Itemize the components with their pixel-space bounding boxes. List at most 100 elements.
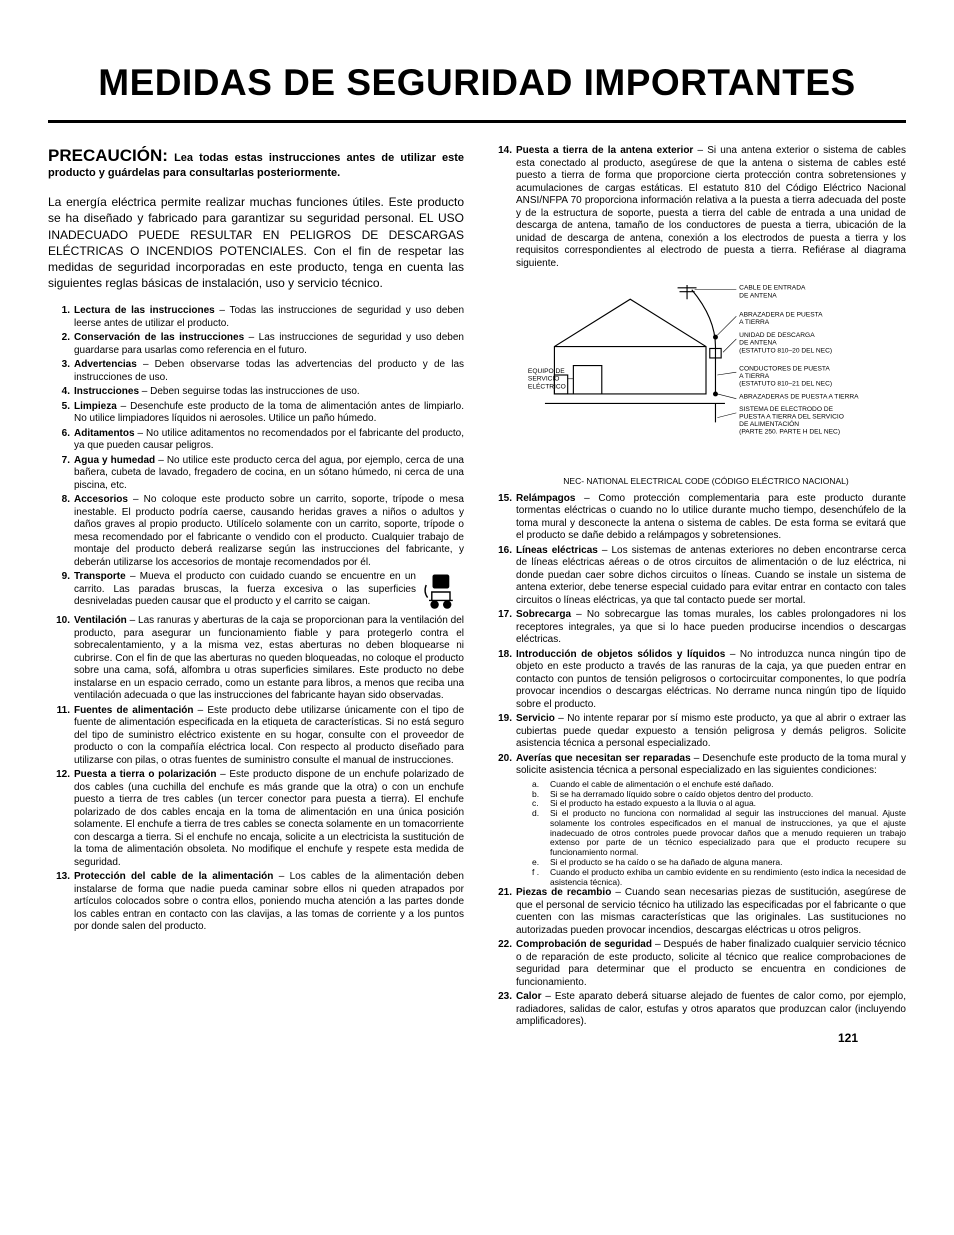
rule-number: 3. [48,359,70,372]
rule-body: – No sobrecargue las tomas murales, los … [516,609,906,645]
rule-number: 14. [490,145,512,158]
rule-body: – Este aparato deberá situarse alejado d… [516,991,906,1027]
cart-tip-icon [422,571,464,613]
rule-number: 11. [48,705,70,718]
rule-number: 19. [490,713,512,726]
rule-item: 5.Limpieza – Desenchufe este producto de… [64,401,464,426]
sublist-text: Si el producto se ha caído o se ha dañad… [550,857,783,867]
rule-body: – Las ranuras y aberturas de la caja se … [74,615,464,701]
rule-number: 20. [490,753,512,766]
left-column: PRECAUCIÓN: Lea todas estas instruccione… [48,145,464,1031]
caution-paragraph: PRECAUCIÓN: Lea todas estas instruccione… [48,145,464,180]
sublist-item: f .Cuando el producto exhiba un cambio e… [540,868,906,888]
page: MEDIDAS DE SEGURIDAD IMPORTANTES PRECAUC… [48,60,906,1031]
rule-body: – Si una antena exterior o sistema de ca… [516,145,906,269]
rule-title: Comprobación de seguridad [516,939,652,950]
rule-item: 11.Fuentes de alimentación – Este produc… [64,705,464,768]
rule-title: Líneas eléctricas [516,545,598,556]
rule-number: 17. [490,609,512,622]
rule-item: 2.Conservación de las instrucciones – La… [64,332,464,357]
rule-item: 13.Protección del cable de la alimentaci… [64,871,464,934]
rule-number: 15. [490,493,512,506]
rule-title: Accesorios [74,494,128,505]
rule-item: 9.Transporte – Mueva el producto con cui… [64,571,464,613]
rule-number: 8. [48,494,70,507]
svg-text:SISTEMA DE ELECTRODO DEPUESTA: SISTEMA DE ELECTRODO DEPUESTA A TIERRA D… [739,406,844,436]
rule-item: 18.Introducción de objetos sólidos y líq… [506,649,906,712]
rule-item: 19.Servicio – No intente reparar por sí … [506,713,906,751]
rule-number: 4. [48,386,70,399]
svg-text:ABRAZADERAS DE PUESTA A TIERRA: ABRAZADERAS DE PUESTA A TIERRA [739,394,859,401]
rule-title: Agua y humedad [74,455,155,466]
rule-title: Relámpagos [516,493,575,504]
sublist-letter: f . [532,868,546,878]
rule-title: Advertencias [74,359,137,370]
rule-title: Introducción de objetos sólidos y líquid… [516,649,725,660]
content-columns: PRECAUCIÓN: Lea todas estas instruccione… [48,145,906,1031]
rule-number: 13. [48,871,70,884]
rule-number: 5. [48,401,70,414]
rule-number: 6. [48,428,70,441]
rule-item: 15.Relámpagos – Como protección compleme… [506,493,906,543]
caution-lead: PRECAUCIÓN: [48,146,168,165]
rule-item: 3.Advertencias – Deben observarse todas … [64,359,464,384]
rule-title: Limpieza [74,401,117,412]
rule-title: Instrucciones [74,386,139,397]
svg-text:EQUIPO DESERVICIOELÉCTRICO: EQUIPO DESERVICIOELÉCTRICO [528,368,566,390]
rules-list-right: 14. Puesta a tierra de la antena exterior… [490,145,906,1029]
sublist-text: Cuando el producto exhiba un cambio evid… [550,867,906,887]
rule-sublist: a.Cuando el cable de alimentación o el e… [506,780,906,887]
page-title: MEDIDAS DE SEGURIDAD IMPORTANTES [48,60,906,123]
svg-text:CONDUCTORES DE PUESTAA TIERRA(: CONDUCTORES DE PUESTAA TIERRA(ESTATUTO 8… [739,366,832,388]
rule-title: Puesta a tierra de la antena exterior [516,145,693,156]
intro-paragraph: La energía eléctrica permite realizar mu… [48,194,464,291]
sublist-item: d.Si el producto no funciona con normali… [540,809,906,858]
rule-title: Servicio [516,713,555,724]
rule-title: Fuentes de alimentación [74,705,193,716]
rule-item: 20.Averías que necesitan ser reparadas –… [506,753,906,778]
rule-number: 12. [48,769,70,782]
rule-item: 16.Líneas eléctricas – Los sistemas de a… [506,545,906,608]
rule-item: 7.Agua y humedad – No utilice este produ… [64,455,464,493]
rule-title: Ventilación [74,615,127,626]
rule-number: 10. [48,615,70,628]
rule-number: 2. [48,332,70,345]
rule-body: – No intente reparar por sí mismo este p… [516,713,906,749]
rule-body: – Deben seguirse todas las instrucciones… [139,386,360,397]
rule-body: – Desenchufe este producto de la toma de… [74,401,464,425]
rule-item: 22.Comprobación de seguridad – Después d… [506,939,906,989]
rule-title: Averías que necesitan ser reparadas [516,753,691,764]
rule-number: 23. [490,991,512,1004]
sublist-letter: d. [532,809,546,819]
sublist-text: Si el producto no funciona con normalida… [550,808,906,857]
diagram-caption: NEC- NATIONAL ELECTRICAL CODE (CÓDIGO EL… [516,476,896,487]
svg-text:ABRAZADERA DE PUESTAA TIERRA: ABRAZADERA DE PUESTAA TIERRA [739,312,823,327]
sublist-text: Si el producto ha estado expuesto a la l… [550,798,756,808]
rule-body: – Este producto dispone de un enchufe po… [74,769,464,868]
grounding-diagram: CABLE DE ENTRADADE ANTENA ABRAZADERA DE … [506,280,906,487]
sublist-text: Cuando el cable de alimentación o el enc… [550,779,774,789]
rule-title: Transporte [74,571,126,582]
svg-text:CABLE DE ENTRADADE ANTENA: CABLE DE ENTRADADE ANTENA [739,285,806,300]
rule-item: 14.Puesta a tierra de la antena exterior… [506,145,906,270]
rule-body: – Mueva el producto con cuidado cuando s… [74,571,416,607]
rule-item: 6.Aditamentos – No utilice aditamentos n… [64,428,464,453]
rule-number: 18. [490,649,512,662]
rule-number: 16. [490,545,512,558]
rule-item: 4.Instrucciones – Deben seguirse todas l… [64,386,464,399]
page-number: 121 [838,1031,858,1046]
rule-body: – Como protección complementaria para es… [516,493,906,542]
rules-list-left: 1.Lectura de las instrucciones – Todas l… [48,305,464,934]
right-column: 14. Puesta a tierra de la antena exterior… [490,145,906,1031]
rule-title: Calor [516,991,542,1002]
rule-title: Piezas de recambio [516,887,611,898]
svg-text:UNIDAD DE DESCARGADE ANTENA(ES: UNIDAD DE DESCARGADE ANTENA(ESTATUTO 810… [739,332,832,354]
rule-item: 12.Puesta a tierra o polarización – Este… [64,769,464,869]
rule-number: 21. [490,887,512,900]
sublist-text: Si se ha derramado líquido sobre o caído… [550,789,813,799]
rule-title: Conservación de las instrucciones [74,332,244,343]
rule-number: 9. [48,571,70,584]
rule-item: 21.Piezas de recambio – Cuando sean nece… [506,887,906,937]
rule-title: Lectura de las instrucciones [74,305,215,316]
rule-number: 22. [490,939,512,952]
